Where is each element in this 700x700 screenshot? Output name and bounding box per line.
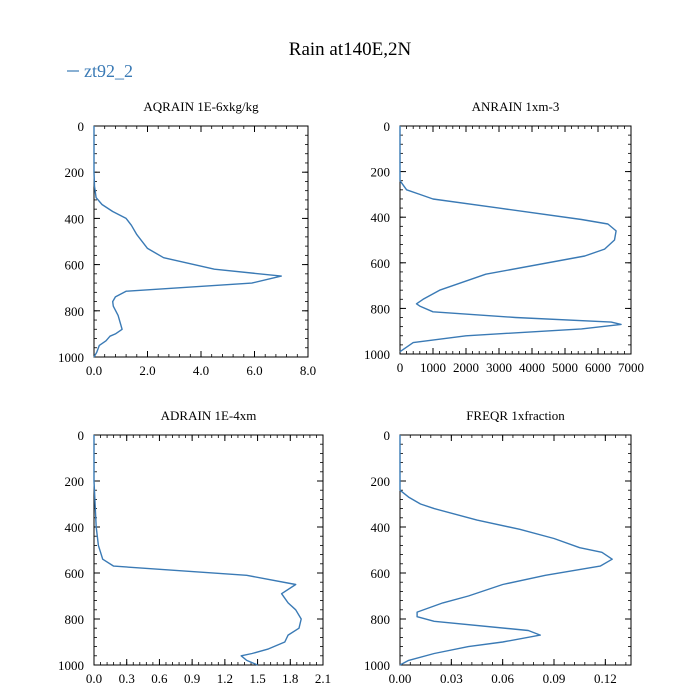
x-tick-label: 5000 (552, 360, 578, 375)
y-tick-label: 800 (371, 612, 391, 627)
x-tick-label: 0.06 (491, 671, 514, 686)
y-tick-label: 400 (65, 520, 85, 535)
x-tick-label: 8.0 (300, 363, 316, 378)
y-tick-label: 600 (371, 256, 391, 271)
y-tick-label: 600 (371, 566, 391, 581)
plot-frame (399, 125, 632, 355)
series-line (399, 126, 622, 353)
y-tick-label: 200 (65, 474, 85, 489)
x-tick-label: 0.03 (440, 671, 463, 686)
y-tick-label: 1000 (58, 658, 84, 673)
x-tick-label: 6000 (585, 360, 611, 375)
x-tick-label: 0 (397, 360, 404, 375)
y-tick-label: 400 (371, 210, 391, 225)
panel-1: AQRAIN 1E-6xkg/kg 0.0 2.0 4.0 6.0 8.0 0 200 400 6… (58, 99, 316, 378)
legend-label: zt92_2 (84, 61, 133, 81)
x-tick-label: 4.0 (193, 363, 209, 378)
y-tick-label: 800 (65, 304, 85, 319)
y-tick-label: 0 (384, 119, 391, 134)
y-tick-label: 200 (371, 474, 391, 489)
panel-2: ANRAIN 1xm-30 1000 2000 3000 4000 5000 6000 700… (364, 99, 644, 375)
y-tick-label: 400 (65, 211, 85, 226)
y-tick-label: 1000 (364, 347, 390, 362)
plot-frame (93, 125, 309, 358)
x-tick-label: 0.0 (86, 363, 102, 378)
y-tick-label: 1000 (364, 658, 390, 673)
y-tick-label: 200 (371, 165, 391, 180)
y-tick-label: 600 (65, 566, 85, 581)
x-tick-label: 1.2 (217, 671, 233, 686)
figure-title: Rain at140E,2N (289, 39, 412, 60)
y-tick-label: 800 (371, 301, 391, 316)
x-tick-label: 4000 (519, 360, 545, 375)
panel-title: ADRAIN 1E-4xm (161, 408, 257, 423)
x-tick-label: 1.8 (282, 671, 298, 686)
x-tick-label: 0.6 (151, 671, 168, 686)
panels: AQRAIN 1E-6xkg/kg 0.0 2.0 4.0 6.0 8.0 0 200 400 6… (58, 99, 644, 686)
y-tick-label: 0 (384, 428, 391, 443)
y-tick-label: 200 (65, 165, 85, 180)
y-tick-label: 600 (65, 258, 85, 273)
panel-3: ADRAIN 1E-4xm 0.0 0.3 0.6 0.9 1.2 1.5 1.8 2.1 0 20… (58, 408, 331, 686)
x-tick-label: 0.3 (119, 671, 135, 686)
panel-title: AQRAIN 1E-6xkg/kg (143, 99, 259, 114)
panel-title: FREQR 1xfraction (466, 408, 565, 423)
x-tick-label: 0.09 (543, 671, 566, 686)
y-tick-label: 800 (65, 612, 85, 627)
x-tick-label: 1000 (420, 360, 446, 375)
x-tick-label: 1.5 (249, 671, 265, 686)
y-tick-label: 1000 (58, 350, 84, 365)
x-tick-label: 0.9 (184, 671, 200, 686)
series-line (399, 435, 613, 666)
panel-title: ANRAIN 1xm-3 (472, 99, 560, 114)
y-tick-label: 0 (78, 119, 85, 134)
plot-frame (93, 434, 324, 666)
y-tick-label: 400 (371, 520, 391, 535)
x-tick-label: 3000 (486, 360, 512, 375)
series-line (93, 435, 302, 666)
x-tick-label: 2000 (453, 360, 479, 375)
x-tick-label: 0.0 (86, 671, 102, 686)
panel-4: FREQR 1xfraction 0.00 0.03 0.06 0.09 0.12 0 200… (364, 408, 632, 686)
x-tick-label: 6.0 (246, 363, 262, 378)
x-tick-label: 2.0 (139, 363, 155, 378)
x-tick-label: 0.12 (594, 671, 617, 686)
series-line (93, 126, 282, 358)
x-tick-label: 7000 (618, 360, 644, 375)
plot-frame (399, 434, 632, 666)
y-tick-label: 0 (78, 428, 85, 443)
x-tick-label: 0.00 (389, 671, 412, 686)
legend: zt92_2 (67, 61, 133, 81)
x-tick-label: 2.1 (315, 671, 331, 686)
